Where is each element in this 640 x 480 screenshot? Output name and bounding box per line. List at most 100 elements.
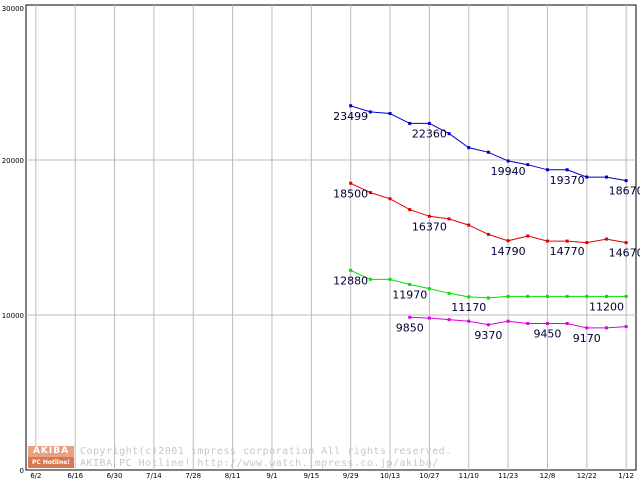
- series-point-0: [467, 146, 471, 150]
- series-point-0: [585, 175, 589, 179]
- x-tick-label: 9/15: [303, 472, 319, 480]
- series-point-3: [427, 316, 431, 320]
- series-point-2: [565, 294, 569, 298]
- series-point-2: [447, 291, 451, 295]
- series-point-0: [624, 179, 628, 183]
- x-tick-label: 12/8: [540, 472, 556, 480]
- data-label: 19940: [491, 165, 526, 178]
- series-point-3: [486, 323, 490, 327]
- data-label: 9450: [533, 328, 561, 341]
- data-label: 11970: [392, 288, 427, 301]
- series-point-1: [408, 208, 412, 212]
- series-point-1: [368, 191, 372, 195]
- series-point-0: [506, 159, 510, 163]
- data-label: 23499: [333, 110, 368, 123]
- series-point-1: [526, 234, 530, 238]
- x-tick-label: 11/23: [498, 472, 518, 480]
- data-label: 18670: [609, 185, 640, 198]
- series-point-0: [545, 168, 549, 172]
- series-point-1: [349, 181, 353, 185]
- x-tick-label: 10/13: [380, 472, 400, 480]
- copyright-text: Copyright(c)2001 impress corporation All…: [80, 446, 452, 457]
- series-point-2: [368, 277, 372, 281]
- series-point-0: [349, 104, 353, 108]
- data-label: 19370: [550, 174, 585, 187]
- series-point-3: [545, 322, 549, 326]
- series-point-0: [486, 150, 490, 154]
- pc-hotline-logo: PC Hotline!: [28, 457, 74, 468]
- series-point-2: [427, 287, 431, 291]
- x-tick-label: 6/16: [67, 472, 83, 480]
- data-label: 14670: [609, 247, 640, 260]
- series-point-3: [585, 326, 589, 330]
- data-label: 22360: [412, 127, 447, 140]
- data-label: 14790: [491, 245, 526, 258]
- data-label: 9170: [573, 332, 601, 345]
- x-tick-label: 11/10: [459, 472, 479, 480]
- series-point-0: [427, 121, 431, 125]
- series-point-2: [506, 294, 510, 298]
- x-tick-label: 1/12: [618, 472, 634, 480]
- data-label: 16370: [412, 220, 447, 233]
- series-point-2: [467, 295, 471, 299]
- series-point-2: [545, 294, 549, 298]
- series-point-0: [526, 163, 530, 167]
- series-point-2: [349, 268, 353, 272]
- series-point-1: [585, 241, 589, 245]
- series-point-2: [604, 294, 608, 298]
- data-label: 14770: [550, 245, 585, 258]
- data-label: 18500: [333, 187, 368, 200]
- series-point-1: [486, 232, 490, 236]
- series-point-0: [447, 132, 451, 136]
- series-point-1: [506, 239, 510, 243]
- series-point-1: [545, 239, 549, 243]
- series-point-3: [447, 318, 451, 322]
- series-point-1: [624, 241, 628, 245]
- site-url-text: AKIBA PC Hotline! http://www.watch.impre…: [80, 458, 439, 469]
- series-point-2: [408, 282, 412, 286]
- x-tick-label: 9/29: [343, 472, 359, 480]
- y-tick-label: 30000: [2, 5, 24, 13]
- series-point-3: [526, 322, 530, 326]
- series-point-3: [506, 319, 510, 323]
- y-tick-label: 0: [20, 467, 24, 475]
- y-tick-label: 20000: [2, 157, 24, 165]
- x-tick-label: 7/14: [146, 472, 162, 480]
- series-point-1: [388, 197, 392, 201]
- series-point-1: [565, 239, 569, 243]
- series-point-1: [447, 217, 451, 221]
- data-label: 12880: [333, 274, 368, 287]
- series-point-3: [467, 319, 471, 323]
- akiba-logo: AKIBA: [28, 446, 74, 457]
- x-tick-label: 12/22: [577, 472, 597, 480]
- x-tick-label: 6/30: [107, 472, 123, 480]
- series-point-3: [408, 315, 412, 319]
- x-tick-label: 8/11: [225, 472, 241, 480]
- series-point-1: [467, 223, 471, 227]
- series-point-2: [526, 294, 530, 298]
- data-label: 11200: [589, 300, 624, 313]
- series-point-0: [604, 175, 608, 179]
- series-point-0: [368, 110, 372, 114]
- series-point-2: [585, 294, 589, 298]
- series-point-0: [408, 121, 412, 125]
- series-line-3: [409, 316, 627, 329]
- x-tick-label: 7/28: [185, 472, 201, 480]
- data-label: 9850: [396, 321, 424, 334]
- series-point-2: [486, 296, 490, 300]
- series-point-1: [427, 214, 431, 218]
- x-tick-label: 9/1: [266, 472, 277, 480]
- series-point-3: [604, 326, 608, 330]
- series-line-0: [350, 105, 627, 182]
- y-tick-label: 10000: [2, 312, 24, 320]
- series-point-3: [565, 322, 569, 326]
- series-point-1: [604, 237, 608, 241]
- series-point-0: [565, 168, 569, 172]
- plot-frame: [25, 4, 637, 471]
- series-point-2: [388, 277, 392, 281]
- data-label: 11170: [451, 301, 486, 314]
- x-tick-label: 10/27: [419, 472, 439, 480]
- x-tick-label: 6/2: [30, 472, 41, 480]
- series-point-3: [624, 325, 628, 329]
